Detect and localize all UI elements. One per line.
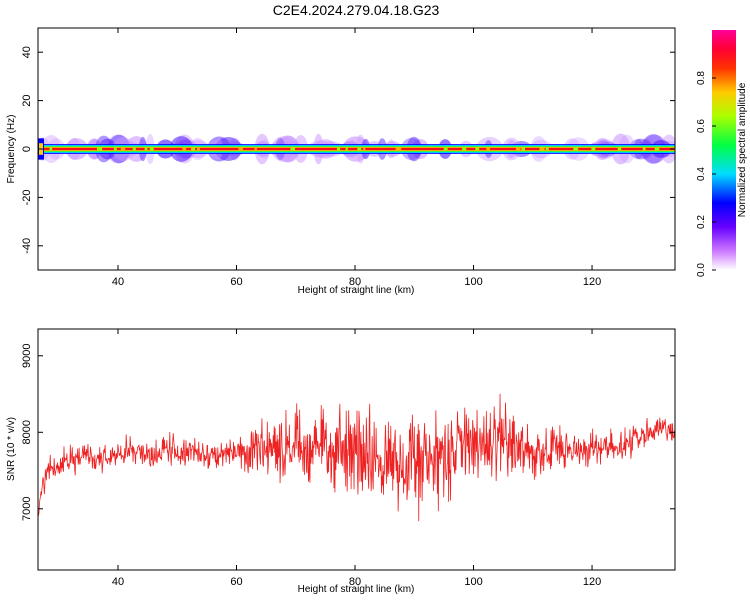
spectrogram-band-spot xyxy=(120,147,124,151)
spectrogram-band-spot xyxy=(357,147,362,151)
spectrogram-band-layer xyxy=(38,148,675,150)
colorbar-tick-label: 0.6 xyxy=(696,119,707,133)
spectrogram-band-spot xyxy=(540,147,545,151)
spectrogram-band-spot xyxy=(123,147,126,151)
spectrogram-band-spot xyxy=(150,147,153,151)
spectrogram-ytick-label: -20 xyxy=(21,189,33,205)
spectrogram-ytick-label: 0 xyxy=(21,146,33,152)
spectrogram-band-spot xyxy=(462,147,467,151)
spectrogram-band-spot xyxy=(395,147,399,151)
spectrogram-band-spot xyxy=(98,147,103,151)
spectrogram-band-spot xyxy=(515,147,521,151)
spectrogram-xlabel: Height of straight line (km) xyxy=(298,285,415,296)
colorbar-label: Normalized spectral amplitude xyxy=(737,82,748,217)
spectrogram-band-spot xyxy=(522,147,525,151)
spectrogram-band-spot xyxy=(617,147,622,151)
spectrogram-xtick-label: 100 xyxy=(464,276,482,288)
spectrogram-xtick-label: 80 xyxy=(349,276,361,288)
spectrogram-band-spot xyxy=(475,147,480,151)
spectrogram-band-spot xyxy=(654,147,660,151)
snr-ytick-label: 7000 xyxy=(21,497,33,521)
spectrogram-ylabel: Frequency (Hz) xyxy=(6,115,17,184)
spectrogram-band-spot xyxy=(443,147,448,151)
spectrogram-band-spot xyxy=(192,147,196,151)
spectrogram-band-spot xyxy=(197,147,200,151)
spectrogram-ytick-label: -40 xyxy=(21,238,33,254)
spectrogram-band-spot xyxy=(363,147,366,151)
spectrogram-xtick-label: 120 xyxy=(583,276,601,288)
spectrogram-band-spot xyxy=(397,147,402,151)
figure-title: C2E4.2024.279.04.18.G23 xyxy=(273,2,440,18)
spectrogram-band-spot xyxy=(345,147,348,151)
colorbar-tick-label: 0.2 xyxy=(696,215,707,229)
spectrogram-band-spot xyxy=(643,147,646,151)
snr-ytick-label: 8000 xyxy=(21,420,33,444)
spectrogram-band-spot xyxy=(486,147,490,151)
spectrogram-band-spot xyxy=(573,147,579,151)
snr-ytick-label: 9000 xyxy=(21,344,33,368)
spectrogram-xtick-label: 40 xyxy=(112,276,124,288)
spectrogram-band-spot xyxy=(49,147,53,151)
snr-xlabel: Height of straight line (km) xyxy=(298,584,415,595)
spectrogram-ytick-label: 40 xyxy=(21,46,33,58)
colorbar-gradient xyxy=(712,30,736,270)
snr-xtick-label: 100 xyxy=(464,576,482,588)
snr-panel: 40 60 80 100 120 7000 8000 9000 Height of stra… xyxy=(6,328,676,595)
colorbar: 0.0 0.2 0.4 0.6 0.8 Normalized spectral ampl… xyxy=(696,30,748,277)
spectrogram-band-spot xyxy=(238,147,243,151)
spectrogram-band-spot xyxy=(545,147,549,151)
spectrogram-xtick-label: 60 xyxy=(230,276,242,288)
colorbar-tick-label: 0.4 xyxy=(696,167,707,181)
snr-xtick-label: 120 xyxy=(583,576,601,588)
snr-xtick-label: 40 xyxy=(112,576,124,588)
spectrogram-band-spot xyxy=(336,147,341,151)
colorbar-tick-label: 0.8 xyxy=(696,71,707,85)
snr-xtick-label: 80 xyxy=(349,576,361,588)
spectrogram-panel: 40 60 80 100 120 -40 -20 0 20 40 Height of strai… xyxy=(6,27,676,296)
spectrogram-band-spot xyxy=(144,147,148,151)
snr-frame xyxy=(37,328,676,571)
spectrogram-band-spot xyxy=(182,147,187,151)
spectrogram-band-spot xyxy=(132,147,136,151)
snr-series-line xyxy=(38,393,675,522)
spectrogram-band-spot xyxy=(290,147,296,151)
spectrogram-band-spot xyxy=(254,147,257,151)
snr-xtick-label: 60 xyxy=(230,576,242,588)
spectrogram-band-spot xyxy=(591,147,596,151)
spectrogram-ytick-label: 20 xyxy=(21,94,33,106)
spectrogram-band-spot xyxy=(113,147,117,151)
colorbar-tick-label: 0.0 xyxy=(696,263,707,277)
snr-ylabel: SNR (10 * v/v) xyxy=(6,417,17,481)
